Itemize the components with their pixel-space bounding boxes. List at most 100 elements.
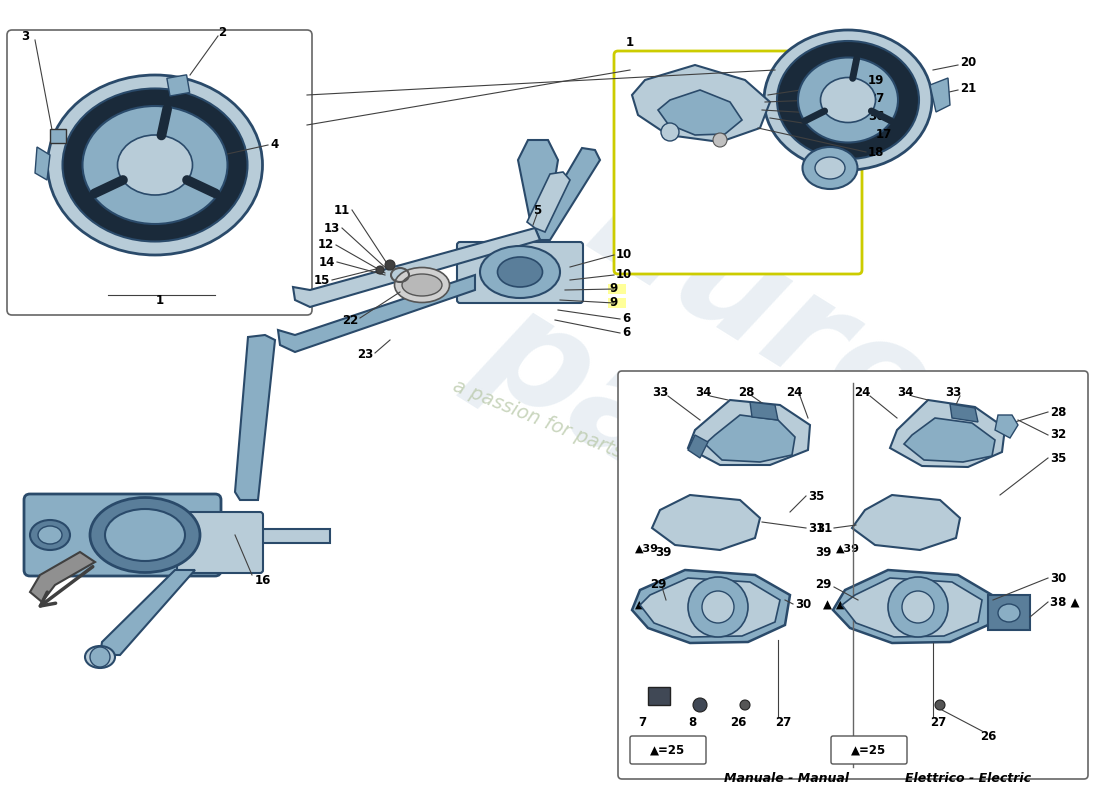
- Polygon shape: [996, 415, 1018, 438]
- Polygon shape: [852, 495, 960, 550]
- Text: 11: 11: [333, 203, 350, 217]
- Bar: [608, 298, 626, 308]
- Circle shape: [935, 700, 945, 710]
- Text: 37: 37: [868, 91, 884, 105]
- Text: Euro
parts: Euro parts: [456, 137, 983, 623]
- Ellipse shape: [82, 106, 228, 224]
- Ellipse shape: [30, 520, 70, 550]
- Text: 27: 27: [930, 715, 946, 729]
- Text: 5: 5: [532, 203, 541, 217]
- Bar: [214, 529, 330, 543]
- Bar: [648, 687, 670, 705]
- Text: 30: 30: [795, 598, 812, 610]
- Text: 36: 36: [868, 110, 884, 122]
- Ellipse shape: [118, 135, 192, 195]
- Polygon shape: [235, 335, 275, 500]
- Text: 16: 16: [255, 574, 272, 586]
- Ellipse shape: [395, 267, 450, 302]
- FancyBboxPatch shape: [177, 512, 263, 573]
- Text: 14: 14: [319, 255, 336, 269]
- Polygon shape: [904, 418, 996, 462]
- FancyBboxPatch shape: [630, 736, 706, 764]
- Polygon shape: [30, 552, 95, 602]
- FancyBboxPatch shape: [24, 494, 221, 576]
- Text: 13: 13: [323, 222, 340, 234]
- Text: 15: 15: [314, 274, 330, 286]
- Text: 22: 22: [342, 314, 358, 326]
- Text: 29: 29: [650, 578, 667, 591]
- Text: 27: 27: [776, 715, 791, 729]
- Text: 10: 10: [616, 249, 632, 262]
- Text: 29: 29: [815, 578, 832, 591]
- Text: 26: 26: [730, 715, 747, 729]
- Text: 33: 33: [945, 386, 961, 398]
- Text: 34: 34: [695, 386, 712, 398]
- FancyBboxPatch shape: [830, 736, 908, 764]
- Text: 34: 34: [896, 386, 913, 398]
- Polygon shape: [705, 415, 795, 462]
- Text: 8: 8: [688, 715, 696, 729]
- Ellipse shape: [764, 30, 932, 170]
- Text: 4: 4: [270, 138, 278, 151]
- Text: 33: 33: [652, 386, 668, 398]
- Text: Elettrico - Electric: Elettrico - Electric: [905, 772, 1031, 785]
- Text: 39: 39: [654, 546, 671, 558]
- Ellipse shape: [480, 246, 560, 298]
- Ellipse shape: [90, 498, 200, 573]
- Polygon shape: [632, 570, 790, 643]
- Ellipse shape: [815, 157, 845, 179]
- Ellipse shape: [798, 58, 898, 142]
- Bar: [167, 75, 189, 96]
- Ellipse shape: [63, 89, 248, 242]
- Polygon shape: [35, 147, 50, 180]
- Polygon shape: [688, 400, 810, 465]
- FancyBboxPatch shape: [7, 30, 312, 315]
- Ellipse shape: [777, 41, 918, 159]
- Circle shape: [693, 698, 707, 712]
- Text: Manuale - Manual: Manuale - Manual: [725, 772, 849, 785]
- Text: 17: 17: [876, 127, 892, 141]
- Text: 31: 31: [808, 522, 824, 534]
- FancyBboxPatch shape: [614, 51, 862, 274]
- Circle shape: [902, 591, 934, 623]
- Text: 35: 35: [808, 490, 824, 502]
- Text: 6: 6: [621, 326, 630, 339]
- Text: 38 ▲: 38 ▲: [1050, 595, 1079, 609]
- Polygon shape: [632, 65, 770, 142]
- Bar: [608, 284, 626, 294]
- Text: ▲: ▲: [823, 598, 832, 611]
- Polygon shape: [278, 275, 475, 352]
- Ellipse shape: [803, 147, 858, 189]
- Text: 39: 39: [815, 546, 832, 558]
- Text: 12: 12: [318, 238, 334, 251]
- Text: 1: 1: [156, 294, 164, 307]
- Circle shape: [661, 123, 679, 141]
- Text: 20: 20: [960, 55, 977, 69]
- Text: ▲: ▲: [836, 600, 845, 610]
- Polygon shape: [293, 228, 540, 307]
- Circle shape: [740, 700, 750, 710]
- Text: ▲39: ▲39: [635, 544, 659, 554]
- Text: 1: 1: [626, 35, 634, 49]
- Text: 26: 26: [980, 730, 997, 742]
- Text: 9: 9: [609, 282, 617, 295]
- Text: ▲39: ▲39: [836, 544, 860, 554]
- Polygon shape: [750, 402, 778, 420]
- Polygon shape: [527, 172, 570, 232]
- Text: 35: 35: [1050, 451, 1066, 465]
- Text: 2: 2: [218, 26, 227, 38]
- Text: 18: 18: [868, 146, 884, 158]
- Text: 9: 9: [609, 297, 617, 310]
- Text: 31: 31: [816, 522, 832, 534]
- Text: 6: 6: [621, 313, 630, 326]
- Text: 23: 23: [356, 349, 373, 362]
- FancyBboxPatch shape: [618, 371, 1088, 779]
- Polygon shape: [652, 495, 760, 550]
- Circle shape: [376, 266, 384, 274]
- Polygon shape: [518, 140, 558, 220]
- Text: 32: 32: [1050, 429, 1066, 442]
- Text: 24: 24: [785, 386, 802, 398]
- Text: 10: 10: [616, 269, 632, 282]
- Text: ▲=25: ▲=25: [650, 743, 685, 757]
- FancyBboxPatch shape: [456, 242, 583, 303]
